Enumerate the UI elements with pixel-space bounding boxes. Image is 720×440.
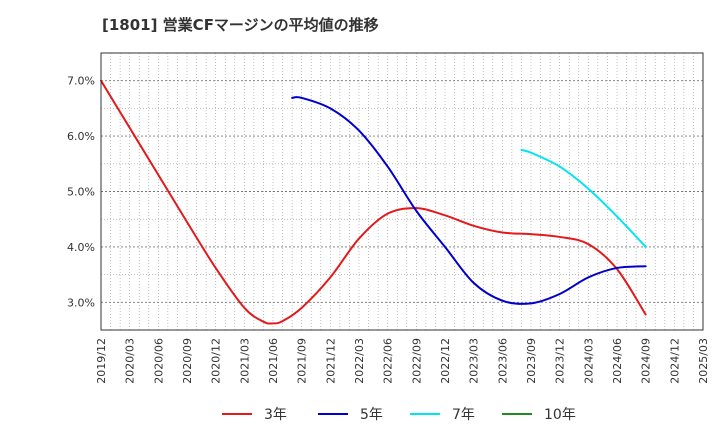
legend: 3年 5年 7年 10年 (222, 407, 576, 423)
x-tick-label: 2020/03 (124, 338, 137, 384)
grid (101, 53, 703, 330)
legend-label: 5年 (360, 407, 383, 423)
legend-item-2: 5年 (318, 407, 383, 423)
x-tick-label: 2021/06 (267, 338, 280, 384)
series-line-2 (291, 96, 647, 305)
x-tick-label: 2022/03 (353, 338, 366, 384)
x-tick-label: 2024/12 (668, 338, 681, 384)
x-tick-label: 2024/06 (611, 338, 624, 384)
y-tick-label: 5.0% (67, 186, 95, 199)
x-tick-label: 2024/09 (640, 338, 653, 384)
y-axis-ticks: 3.0% 4.0% 5.0% 6.0% 7.0% (67, 75, 95, 310)
legend-item-4: 10年 (502, 407, 576, 423)
x-tick-label: 2021/12 (324, 338, 337, 384)
x-tick-label: 2024/03 (582, 338, 595, 384)
series-line-1 (100, 79, 647, 325)
x-tick-label: 2023/12 (554, 338, 567, 384)
y-tick-label: 3.0% (67, 296, 95, 309)
y-tick-label: 6.0% (67, 130, 95, 143)
x-tick-label: 2021/09 (296, 338, 309, 384)
x-tick-label: 2020/09 (181, 338, 194, 384)
series-layer (100, 79, 647, 325)
x-tick-label: 2022/12 (439, 338, 452, 384)
legend-label: 3年 (264, 407, 287, 423)
x-tick-label: 2022/09 (410, 338, 423, 384)
x-tick-label: 2023/09 (525, 338, 538, 384)
x-tick-label: 2022/06 (382, 338, 395, 384)
x-tick-label: 2025/03 (697, 338, 710, 384)
x-tick-label: 2023/06 (496, 338, 509, 384)
x-tick-label: 2019/12 (95, 338, 108, 384)
y-tick-label: 4.0% (67, 241, 95, 254)
plot-frame (100, 52, 704, 331)
x-tick-label: 2023/03 (468, 338, 481, 384)
legend-item-1: 3年 (222, 407, 287, 423)
chart-title: [1801] 営業CFマージンの平均値の推移 (102, 16, 379, 34)
y-tick-label: 7.0% (67, 75, 95, 88)
x-axis-ticks: 2019/12 2020/03 2020/06 2020/09 2020/12 2021/… (95, 338, 710, 384)
series-line-3 (520, 148, 647, 248)
x-tick-label: 2020/12 (210, 338, 223, 384)
x-tick-label: 2021/03 (238, 338, 251, 384)
legend-label: 10年 (544, 407, 576, 423)
legend-item-3: 7年 (410, 407, 475, 423)
legend-label: 7年 (452, 407, 475, 423)
x-tick-label: 2020/06 (152, 338, 165, 384)
